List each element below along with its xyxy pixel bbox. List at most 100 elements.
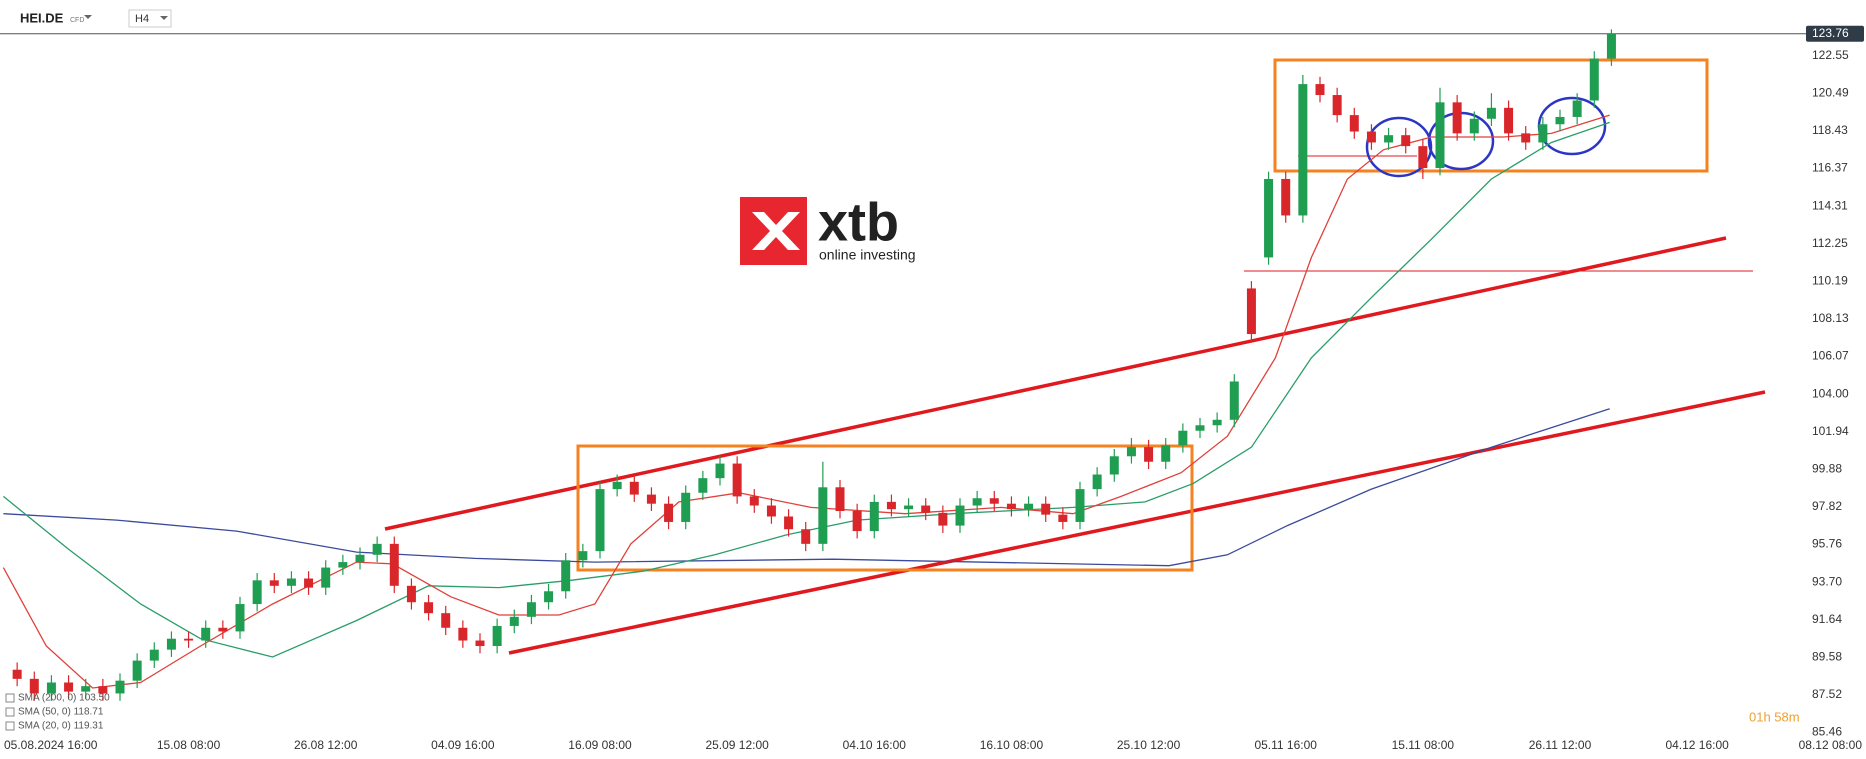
candle-body xyxy=(681,492,691,522)
candle-body xyxy=(269,580,279,586)
y-tick-label: 85.46 xyxy=(1812,725,1842,739)
candle-body xyxy=(29,678,39,694)
candle-body xyxy=(1538,124,1548,143)
range-box xyxy=(576,444,1194,572)
candle-body xyxy=(629,481,639,495)
candle-body xyxy=(1126,447,1136,457)
trend-line xyxy=(384,236,1727,531)
y-tick-label: 101.94 xyxy=(1812,424,1849,438)
candle-body xyxy=(166,638,176,650)
current-price-box xyxy=(1806,25,1864,42)
x-tick-label: 15.08 08:00 xyxy=(157,738,221,752)
candle-body xyxy=(201,627,211,641)
candle-body xyxy=(1092,474,1102,490)
y-tick-label: 91.64 xyxy=(1812,612,1842,626)
y-tick-label: 116.37 xyxy=(1812,161,1848,175)
y-tick-label: 108.13 xyxy=(1812,311,1849,325)
dropdown-arrow xyxy=(160,16,168,20)
candle-body xyxy=(1469,118,1479,134)
candle-body xyxy=(1246,288,1256,335)
drawings xyxy=(384,58,1766,655)
candle-body xyxy=(835,487,845,512)
candle-body xyxy=(12,669,22,679)
y-tick-label: 120.49 xyxy=(1812,86,1849,100)
candle-body xyxy=(818,487,828,544)
candle-body xyxy=(1006,503,1016,510)
dropdown-arrow[interactable] xyxy=(84,15,92,19)
candle-timer: 01h 58m xyxy=(1749,709,1800,724)
candle-body xyxy=(1555,116,1565,125)
candle-body xyxy=(595,489,605,552)
timeframe-select[interactable] xyxy=(128,9,172,28)
candle-body xyxy=(1452,102,1462,134)
candle-body xyxy=(406,585,416,603)
legend-icon xyxy=(5,693,15,703)
logo-x xyxy=(752,212,800,250)
candle-body xyxy=(355,554,365,563)
candle-body xyxy=(904,505,914,510)
candle-body xyxy=(972,498,982,506)
candle-body xyxy=(1401,135,1411,147)
candle-body xyxy=(526,602,536,617)
candle-body xyxy=(1435,102,1445,169)
candle-body xyxy=(1486,107,1496,119)
candle-body xyxy=(852,511,862,532)
indicator-line xyxy=(3,408,1610,567)
candle-body xyxy=(64,682,74,692)
y-tick-label: 110.19 xyxy=(1812,273,1848,287)
candle-body xyxy=(732,463,742,497)
candle-body xyxy=(46,682,56,694)
highlight-circle xyxy=(1537,96,1607,156)
candle-body xyxy=(1315,84,1325,96)
candle-body xyxy=(149,649,159,661)
candle-body xyxy=(1332,95,1342,116)
candle-body xyxy=(1521,133,1531,143)
legend-label: SMA (50, 0) 118.71 xyxy=(18,707,104,718)
y-tick-label: 112.25 xyxy=(1812,236,1848,250)
x-tick-label: 04.09 16:00 xyxy=(431,738,495,752)
y-tick-label: 99.88 xyxy=(1812,462,1842,476)
candle-body xyxy=(1264,178,1274,258)
candle-body xyxy=(218,627,228,632)
candle-body xyxy=(612,481,622,490)
candle-body xyxy=(115,680,125,694)
candle-body xyxy=(544,591,554,603)
candle-body xyxy=(646,494,656,504)
candle-body xyxy=(561,560,571,592)
candle-body xyxy=(1229,381,1239,420)
candle-body xyxy=(98,686,108,694)
candle-body xyxy=(372,543,382,555)
candle-body xyxy=(989,498,999,504)
candle-body xyxy=(1281,178,1291,216)
y-tick-label: 95.76 xyxy=(1812,537,1842,551)
x-tick-label: 08.12 08:00 xyxy=(1799,738,1863,752)
candle-body xyxy=(424,602,434,614)
timeframe: H4 xyxy=(135,13,149,25)
candle-body xyxy=(766,505,776,517)
candle-body xyxy=(475,640,485,647)
y-tick-label: 87.52 xyxy=(1812,687,1842,701)
candle-body xyxy=(1212,419,1222,426)
candle-body xyxy=(1504,107,1514,134)
candle-body xyxy=(252,580,262,605)
candle-body xyxy=(1195,425,1205,431)
candle-body xyxy=(492,625,502,647)
candle-body xyxy=(749,496,759,506)
y-tick-label: 93.70 xyxy=(1812,574,1842,588)
candle-body xyxy=(389,543,399,586)
candle-body xyxy=(886,501,896,510)
y-tick-label: 122.55 xyxy=(1812,48,1849,62)
candle-body xyxy=(801,529,811,544)
candle-body xyxy=(784,516,794,530)
y-tick-label: 114.31 xyxy=(1812,198,1848,212)
x-tick-label: 04.10 16:00 xyxy=(843,738,907,752)
x-tick-label: 16.10 08:00 xyxy=(980,738,1044,752)
indicator-line xyxy=(2,114,1610,689)
x-tick-label: 26.11 12:00 xyxy=(1529,738,1592,752)
candle-body xyxy=(1024,503,1034,510)
x-tick-label: 04.12 16:00 xyxy=(1665,738,1729,752)
candle-body xyxy=(1144,447,1154,462)
candle-body xyxy=(338,562,348,568)
candle-body xyxy=(458,627,468,641)
candle-body xyxy=(698,478,708,493)
